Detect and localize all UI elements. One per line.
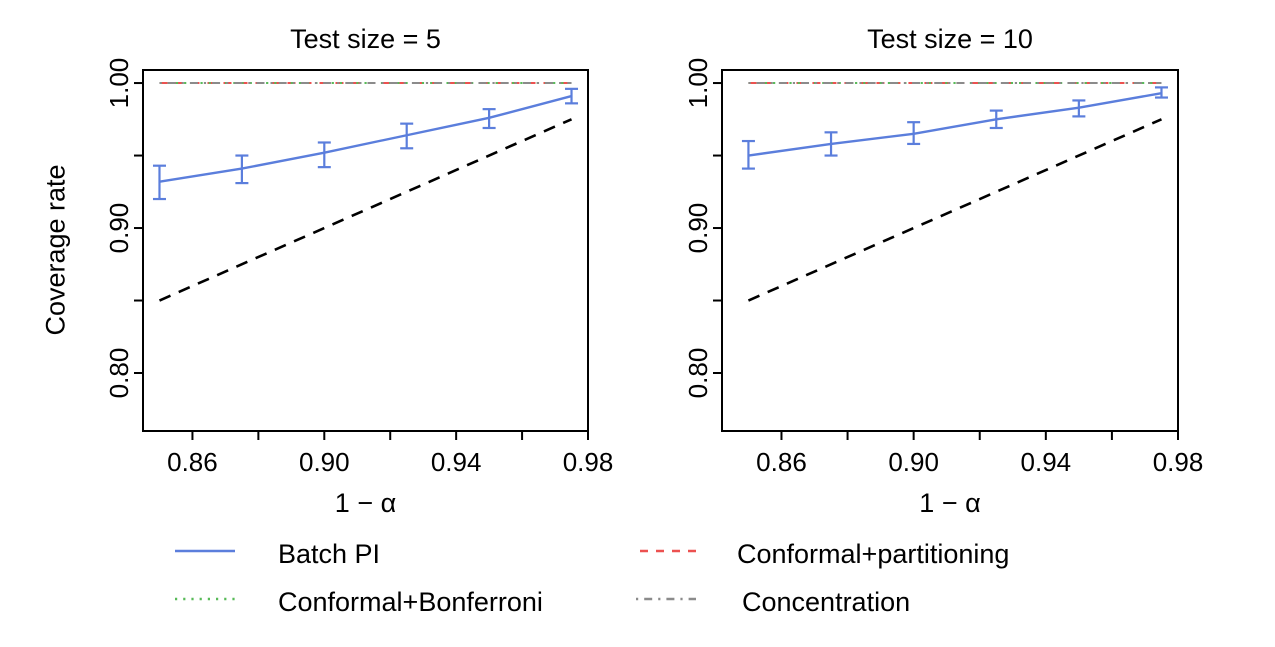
- panel-2-title: Test size = 10: [867, 24, 1033, 54]
- x-tick-label: 0.86: [756, 447, 807, 477]
- legend-label-concentration: Concentration: [742, 587, 911, 617]
- x-tick-label: 0.86: [167, 447, 218, 477]
- legend-label-batch-pi: Batch PI: [278, 539, 381, 569]
- series-line-batch-pi: [748, 92, 1162, 157]
- panel-1-x-axis-label: 1 − α: [334, 488, 397, 518]
- x-tick-label: 0.94: [431, 447, 482, 477]
- panel-2-x-axis-label: 1 − α: [919, 488, 981, 518]
- y-tick-label: 0.80: [104, 348, 134, 399]
- x-tick-label: 0.98: [563, 447, 614, 477]
- legend-label-conformal-bonferroni: Conformal+Bonferroni: [278, 587, 543, 617]
- y-tick-label: 0.90: [104, 203, 134, 254]
- y-tick-label: 1.00: [104, 58, 134, 109]
- legend-label-conformal-partitioning: Conformal+partitioning: [737, 539, 1010, 569]
- panel-border: [721, 69, 1179, 432]
- panel-1-title: Test size = 5: [290, 24, 441, 54]
- x-tick-label: 0.98: [1153, 447, 1204, 477]
- y-tick-label: 1.00: [683, 58, 713, 109]
- y-tick-label: 0.90: [683, 203, 713, 254]
- y-tick-label: 0.80: [683, 348, 713, 399]
- x-tick-label: 0.90: [888, 447, 939, 477]
- y-axis-label: Coverage rate: [40, 164, 71, 336]
- x-tick-label: 0.90: [299, 447, 350, 477]
- series-line-batch-pi: [159, 94, 572, 183]
- series-line-y-x: [158, 118, 573, 302]
- x-tick-label: 0.94: [1021, 447, 1072, 477]
- panel-border: [142, 69, 589, 432]
